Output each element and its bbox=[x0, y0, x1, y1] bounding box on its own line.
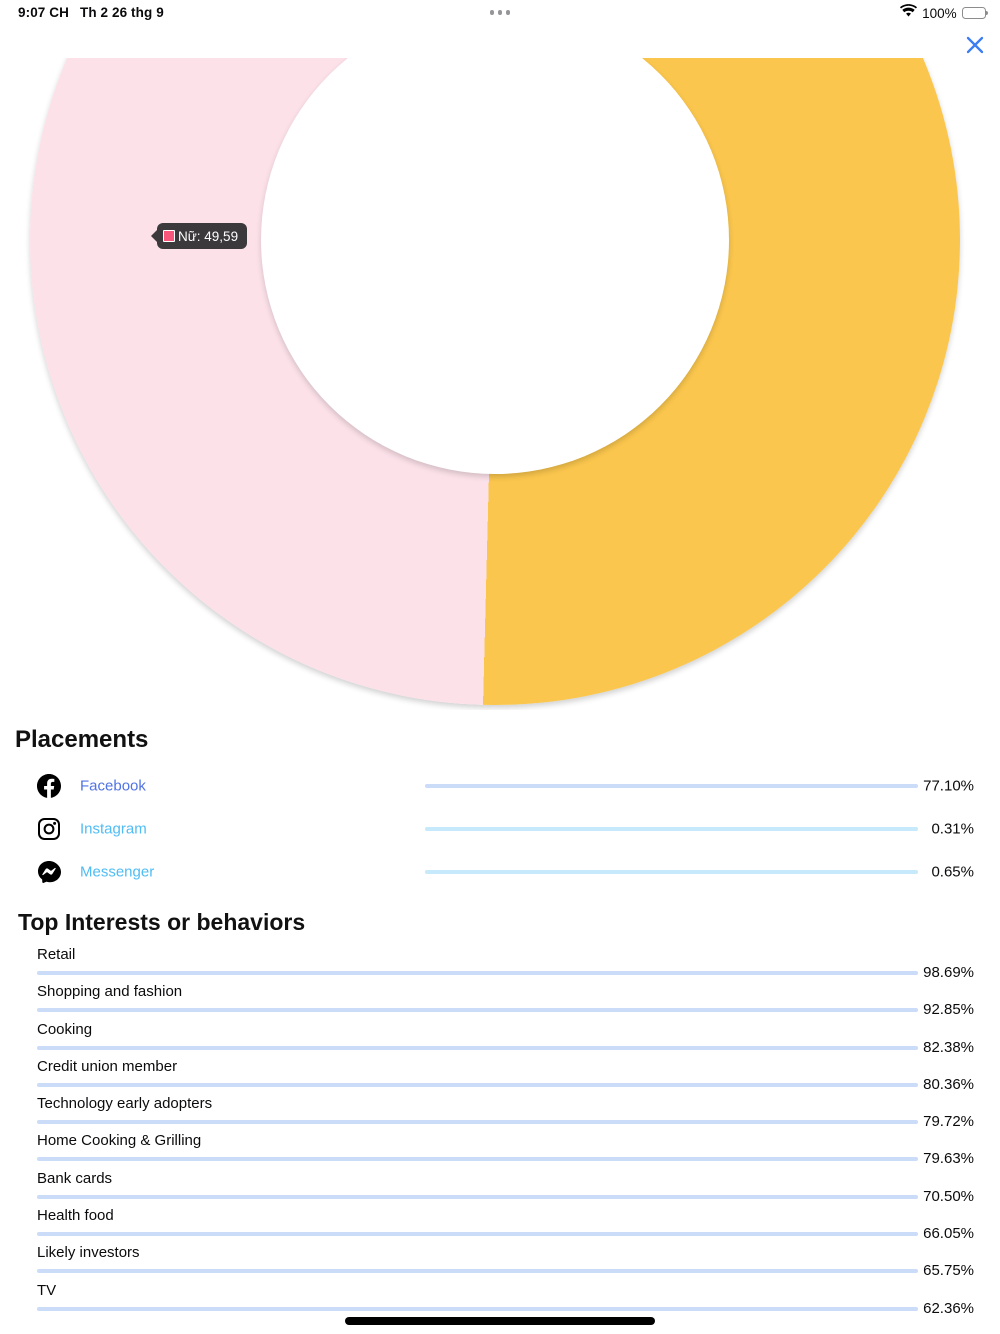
interest-value: 70.50% bbox=[923, 1187, 974, 1205]
status-bar: 9:07 CH Th 2 26 thg 9 100% bbox=[0, 0, 1000, 24]
placement-bar-messenger bbox=[425, 869, 918, 874]
status-date: Th 2 26 thg 9 bbox=[79, 5, 164, 20]
placement-value: 77.10% bbox=[923, 777, 974, 794]
interest-label: Cooking bbox=[37, 1020, 93, 1038]
home-indicator[interactable] bbox=[345, 1317, 655, 1325]
interest-row: Health food 66.05% bbox=[0, 1202, 1000, 1243]
interest-bar bbox=[37, 971, 918, 975]
interest-value: 92.85% bbox=[923, 1001, 974, 1019]
interest-bar bbox=[37, 1120, 918, 1125]
interest-value: 62.36% bbox=[923, 1299, 974, 1317]
interest-value: 79.63% bbox=[923, 1150, 974, 1168]
battery-percent: 100% bbox=[922, 5, 957, 21]
multitasking-ellipsis-icon[interactable] bbox=[0, 10, 1000, 15]
interest-row: Shopping and fashion 92.85% bbox=[0, 978, 1000, 1019]
tooltip-text: Nữ: 49,59 bbox=[178, 228, 239, 244]
interest-label: Credit union member bbox=[37, 1057, 178, 1075]
interest-row: Bank cards 70.50% bbox=[0, 1165, 1000, 1205]
placement-value: 0.65% bbox=[931, 863, 974, 880]
interest-label: Home Cooking & Grilling bbox=[37, 1132, 202, 1150]
interest-label: Retail bbox=[37, 946, 76, 963]
placements-heading: Placements bbox=[15, 726, 149, 753]
placement-value: 0.31% bbox=[931, 820, 974, 837]
interest-value: 79.72% bbox=[923, 1113, 974, 1131]
interest-label: Health food bbox=[37, 1207, 114, 1225]
status-time: 9:07 CH bbox=[18, 5, 69, 20]
interest-value: 80.36% bbox=[923, 1075, 974, 1093]
interest-row: Likely investors 65.75% bbox=[0, 1239, 1000, 1280]
interest-label: Shopping and fashion bbox=[37, 983, 183, 1001]
battery-icon bbox=[961, 7, 988, 19]
placement-bar-facebook bbox=[425, 783, 918, 788]
gender-donut-chart: Nữ: 49,59 bbox=[0, 58, 1000, 710]
interest-row: TV 62.36% bbox=[0, 1277, 1000, 1317]
interest-label: Bank cards bbox=[37, 1169, 113, 1187]
tooltip-swatch bbox=[163, 230, 175, 242]
interest-bar bbox=[37, 1045, 918, 1050]
interest-label: Likely investors bbox=[37, 1244, 140, 1262]
interest-row: Retail 98.69% bbox=[0, 941, 1000, 981]
close-icon[interactable] bbox=[964, 34, 986, 56]
chart-tooltip: Nữ: 49,59 bbox=[157, 223, 248, 249]
placement-link-instagram[interactable]: Instagram bbox=[80, 820, 147, 837]
interest-row: Technology early adopters 79.72% bbox=[0, 1090, 1000, 1131]
interest-value: 98.69% bbox=[923, 964, 974, 981]
messenger-icon bbox=[37, 860, 61, 884]
interest-bar bbox=[37, 1269, 918, 1274]
placement-link-messenger[interactable]: Messenger bbox=[80, 863, 155, 880]
interests-list: Retail 98.69% Shopping and fashion 92.85… bbox=[0, 941, 1000, 1317]
placement-bar-instagram bbox=[425, 826, 918, 831]
interest-bar bbox=[37, 1082, 918, 1087]
placement-row-messenger: Messenger 0.65% bbox=[0, 850, 1000, 893]
interest-row: Home Cooking & Grilling 79.63% bbox=[0, 1127, 1000, 1168]
interest-value: 82.38% bbox=[923, 1038, 974, 1056]
interest-bar bbox=[37, 1157, 918, 1162]
interest-bar bbox=[37, 1194, 918, 1199]
placements-list: Facebook 77.10% Instagram 0.31% bbox=[0, 764, 1000, 893]
interest-value: 66.05% bbox=[923, 1225, 974, 1243]
interest-row: Cooking 82.38% bbox=[0, 1016, 1000, 1056]
placement-row-instagram: Instagram 0.31% bbox=[0, 807, 1000, 850]
placement-link-facebook[interactable]: Facebook bbox=[80, 777, 146, 794]
interest-bar bbox=[37, 1232, 918, 1237]
placement-row-facebook: Facebook 77.10% bbox=[0, 764, 1000, 807]
donut-hole bbox=[261, 58, 729, 474]
interest-value: 65.75% bbox=[923, 1262, 974, 1280]
facebook-icon bbox=[37, 773, 61, 798]
interest-bar bbox=[37, 1306, 918, 1311]
instagram-icon bbox=[37, 817, 61, 841]
interest-bar bbox=[37, 1008, 918, 1013]
interest-label: Technology early adopters bbox=[37, 1095, 213, 1113]
wifi-icon bbox=[900, 4, 918, 22]
interests-heading: Top Interests or behaviors bbox=[18, 909, 306, 935]
interest-label: TV bbox=[37, 1281, 57, 1299]
interest-row: Credit union member 80.36% bbox=[0, 1053, 1000, 1093]
